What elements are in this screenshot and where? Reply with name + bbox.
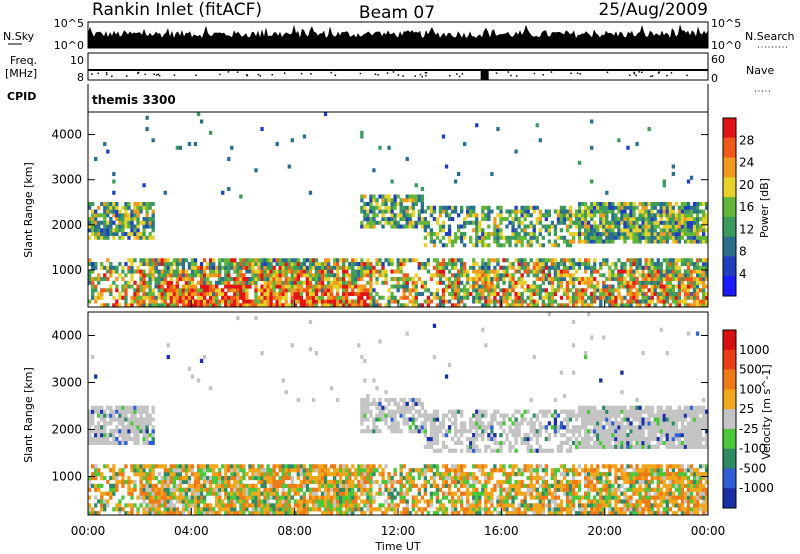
freq-strip: Freq. [MHz] 10 8 60 0 Nave — [5, 52, 774, 92]
x-tick-2: 08:00 — [277, 524, 312, 538]
power-colorbar-tick-4: 12 — [739, 222, 754, 236]
x-tick-6: 00:00 — [691, 524, 726, 538]
velocity-ytick-3: 4000 — [51, 328, 82, 342]
x-tick-5: 20:00 — [587, 524, 622, 538]
power-ytick-3: 4000 — [51, 128, 82, 142]
velocity-ylabel: Slant Range [km] — [22, 367, 35, 463]
nave-tick-top: 60 — [711, 53, 725, 66]
x-tick-4: 16:00 — [484, 524, 519, 538]
power-colorbar-tick-2: 20 — [739, 178, 754, 192]
station-title: Rankin Inlet (fitACF) — [92, 0, 262, 20]
velocity-colorbar-tick-2: 100 — [739, 382, 762, 396]
nsky-strip: N.Sky 10^5 10^0 10^5 10^0 N.Search — [3, 17, 795, 52]
cpid-value: themis 3300 — [92, 93, 176, 107]
power-colorbar-tick-3: 16 — [739, 200, 754, 214]
velocity-ytick-2: 3000 — [51, 375, 82, 389]
nsearch-tick-top: 10^5 — [711, 17, 741, 30]
velocity-ytick-1: 2000 — [51, 422, 82, 436]
power-ytick-2: 3000 — [51, 173, 82, 187]
nave-dots — [91, 70, 688, 80]
date-title: 25/Aug/2009 — [598, 0, 708, 20]
x-tick-3: 12:00 — [381, 524, 416, 538]
freq-unit-label: [MHz] — [5, 67, 37, 80]
velocity-heatmap — [88, 312, 708, 515]
nsky-tick-top: 10^5 — [54, 17, 84, 30]
nsky-tick-bottom: 10^0 — [54, 39, 84, 52]
power-colorbar: 28 24 20 16 12 8 4 — [722, 117, 754, 297]
velocity-colorbar-tick-3: 25 — [739, 402, 754, 416]
power-ytick-0: 1000 — [51, 263, 82, 277]
power-ytick-1: 2000 — [51, 218, 82, 232]
power-heatmap — [88, 112, 708, 307]
velocity-colorbar-tick-5: -100 — [739, 442, 766, 456]
power-colorbar-tick-5: 8 — [739, 245, 747, 259]
nave-label: Nave — [746, 64, 774, 77]
power-colorbar-tick-1: 24 — [739, 156, 754, 170]
nsearch-tick-bottom: 10^0 — [711, 39, 741, 52]
nave-tick-bottom: 0 — [711, 72, 718, 85]
cpid-strip: CPID themis 3300 — [7, 84, 709, 112]
power-panel: 1000 2000 3000 4000 Slant Range [km] 28 24 20… — [22, 111, 771, 308]
nsky-label: N.Sky — [3, 30, 35, 43]
velocity-colorbar-tick-4: -25 — [739, 422, 759, 436]
freq-tick-bottom: 8 — [77, 71, 84, 84]
velocity-colorbar-tick-0: 1000 — [739, 343, 770, 357]
cpid-label: CPID — [7, 90, 36, 103]
nsearch-label: N.Search — [745, 30, 795, 43]
time-axis: 00:00 04:00 08:00 12:00 16:00 20:00 00:00 — [71, 300, 726, 538]
velocity-panel: 1000 2000 3000 4000 Slant Range [km] 1000 50… — [22, 311, 774, 516]
x-tick-0: 00:00 — [71, 524, 106, 538]
velocity-colorbar-tick-1: 500 — [739, 363, 762, 377]
power-colorbar-tick-6: 4 — [739, 267, 747, 281]
velocity-ytick-0: 1000 — [51, 469, 82, 483]
power-ylabel: Slant Range [km] — [22, 162, 35, 258]
velocity-colorbar-label: Velocity [m s^-1] — [760, 364, 773, 459]
power-colorbar-tick-0: 28 — [739, 133, 754, 147]
beam-title: Beam 07 — [359, 3, 435, 23]
nsky-trace — [88, 24, 708, 48]
freq-label: Freq. — [10, 54, 37, 67]
velocity-colorbar: 1000 500 100 25 -25 -100 -500 -1000 — [722, 329, 774, 509]
x-axis-label: Time UT — [374, 540, 420, 553]
x-tick-1: 04:00 — [174, 524, 209, 538]
freq-tick-top: 10 — [70, 54, 84, 67]
velocity-colorbar-tick-6: -500 — [739, 461, 766, 475]
power-colorbar-label: Power [dB] — [758, 178, 771, 238]
velocity-colorbar-tick-7: -1000 — [739, 481, 774, 495]
